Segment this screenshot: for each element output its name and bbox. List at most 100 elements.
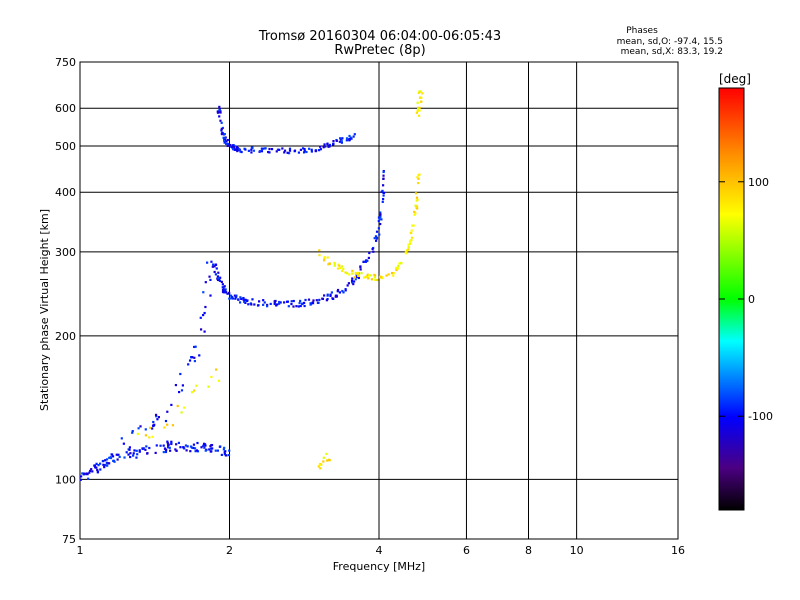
echo-point <box>279 301 282 304</box>
echo-point <box>326 142 329 145</box>
echo-point <box>90 468 93 471</box>
echo-point <box>164 450 168 454</box>
echo-point <box>288 149 292 152</box>
echo-point <box>196 441 199 445</box>
echo-point <box>198 354 201 357</box>
echo-point <box>144 448 147 451</box>
echo-point <box>418 90 421 93</box>
echo-point <box>223 453 226 456</box>
echo-point <box>223 285 226 288</box>
echo-point <box>95 462 98 465</box>
echo-point <box>374 239 378 242</box>
echo-point <box>233 294 236 297</box>
echo-point <box>366 259 369 262</box>
echo-point <box>228 449 231 452</box>
y-tick-label: 300 <box>55 246 76 259</box>
echo-point <box>144 434 148 437</box>
echo-point <box>324 145 327 148</box>
echo-point <box>371 247 374 251</box>
echo-point <box>105 461 108 464</box>
echo-point <box>220 129 223 132</box>
echo-point <box>262 299 265 302</box>
echo-point <box>79 478 82 481</box>
echo-point <box>303 304 306 308</box>
echo-point <box>352 135 355 138</box>
echo-point <box>317 465 320 468</box>
echo-point <box>190 356 193 359</box>
echo-point <box>208 275 211 278</box>
echo-point <box>416 176 419 179</box>
echo-point <box>236 148 240 151</box>
echo-point <box>155 415 158 418</box>
echo-point <box>352 282 355 286</box>
echo-point <box>96 468 99 472</box>
echo-point <box>231 146 234 149</box>
echo-point <box>286 151 289 154</box>
echo-point <box>251 298 254 301</box>
echo-point <box>227 453 231 457</box>
echo-point <box>180 389 184 392</box>
echo-point <box>221 286 224 289</box>
echo-point <box>262 303 265 306</box>
echo-point <box>220 133 224 136</box>
echo-point <box>336 288 340 292</box>
echo-point <box>310 150 313 153</box>
echo-point <box>149 426 152 429</box>
echo-point <box>318 254 321 257</box>
echo-point <box>189 450 192 453</box>
echo-point <box>252 149 256 152</box>
echo-point <box>231 297 235 300</box>
echo-point <box>359 268 362 271</box>
echo-point <box>115 453 118 456</box>
echo-point <box>263 301 266 304</box>
echo-point <box>381 184 385 187</box>
echo-point <box>234 296 238 299</box>
echo-point <box>118 455 121 459</box>
echo-point <box>302 301 306 305</box>
x-tick-label: 16 <box>671 544 685 557</box>
echo-point <box>420 100 423 103</box>
echo-point <box>243 299 246 302</box>
echo-point <box>375 230 379 233</box>
echo-point <box>95 466 98 469</box>
echo-point <box>326 256 329 259</box>
echo-point <box>164 447 167 451</box>
echo-point <box>293 150 296 153</box>
echo-point <box>223 451 226 454</box>
echo-point <box>345 139 348 142</box>
echo-point <box>299 304 302 308</box>
echo-point <box>217 110 220 113</box>
echo-point <box>132 452 135 455</box>
echo-point <box>135 456 138 459</box>
echo-point <box>299 148 302 151</box>
echo-point <box>381 200 384 203</box>
echo-point <box>223 141 226 144</box>
echo-point <box>332 143 335 146</box>
echo-point <box>193 360 197 363</box>
echo-point <box>221 283 224 286</box>
echo-point <box>216 278 220 282</box>
echo-point <box>204 305 207 309</box>
echo-point <box>357 271 360 275</box>
echo-point <box>348 273 351 276</box>
echo-point <box>219 110 222 113</box>
echo-point <box>409 242 412 245</box>
echo-point <box>162 451 165 454</box>
echo-point <box>219 119 222 122</box>
echo-point <box>318 249 321 252</box>
echo-point <box>304 298 307 302</box>
echo-point <box>228 144 231 147</box>
echo-point <box>323 143 326 146</box>
y-tick-label: 100 <box>55 473 76 486</box>
echo-point <box>179 372 182 376</box>
echo-point <box>228 291 231 295</box>
echo-point <box>202 313 205 317</box>
echo-point <box>287 305 290 308</box>
echo-point <box>292 305 295 308</box>
echo-point <box>110 453 114 456</box>
echo-point <box>88 471 91 474</box>
echo-point <box>152 420 155 424</box>
echo-point <box>295 305 298 308</box>
echo-point <box>288 147 292 150</box>
echo-point <box>177 390 181 394</box>
